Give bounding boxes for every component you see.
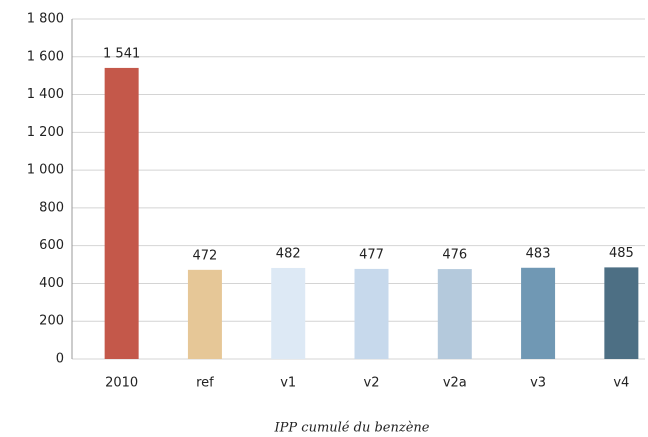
bar	[271, 267, 306, 359]
caption: IPP cumulé du benzène	[274, 421, 430, 436]
value-label: 483	[526, 246, 551, 261]
x-tick-label: ref	[196, 376, 214, 391]
value-label: 472	[193, 248, 218, 263]
y-tick-label: 1 000	[27, 163, 64, 178]
bar	[604, 267, 639, 359]
y-tick-label: 600	[39, 238, 64, 253]
y-tick-label: 0	[56, 352, 64, 367]
x-tick-label: 2010	[105, 376, 138, 391]
bar	[187, 269, 222, 359]
y-tick-label: 1 200	[27, 125, 64, 140]
value-label: 476	[442, 248, 467, 263]
value-label: 485	[609, 246, 634, 261]
y-tick-label: 1 800	[27, 12, 64, 27]
bar	[104, 67, 139, 359]
value-label: 477	[359, 247, 384, 262]
y-tick-label: 800	[39, 200, 64, 215]
value-label: 482	[276, 246, 301, 261]
y-tick-label: 400	[39, 276, 64, 291]
bar	[437, 269, 472, 359]
y-tick-label: 1 600	[27, 49, 64, 64]
x-tick-label: v3	[530, 376, 546, 391]
value-label: 1 541	[103, 46, 140, 61]
bar	[521, 267, 556, 359]
x-tick-label: v1	[280, 376, 296, 391]
y-tick-label: 200	[39, 314, 64, 329]
x-tick-label: v2	[364, 376, 380, 391]
bar	[354, 268, 389, 359]
x-tick-label: v4	[613, 376, 629, 391]
y-tick-label: 1 400	[27, 87, 64, 102]
x-tick-label: v2a	[443, 376, 467, 391]
